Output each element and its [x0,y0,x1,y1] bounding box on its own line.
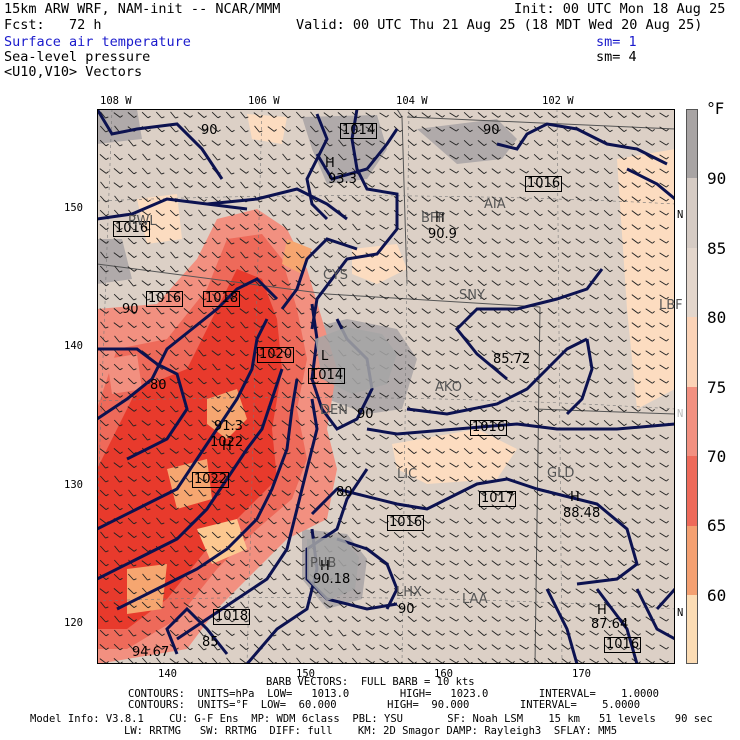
pressure-label: 1022 [192,472,230,488]
y-tick-150: 150 [64,202,83,214]
pressure-label: 1018 [213,609,251,625]
temp-contour-label: 90 [483,123,500,138]
x-tick-150: 150 [296,668,315,680]
model-title: 15km ARW WRF, NAM-init -- NCAR/MMM [4,1,281,17]
temperature-field-65-70 [97,269,282,629]
pressure-label: 1017 [479,491,517,507]
temp-value-label: 85.72 [493,352,531,367]
barb-legend: BARB VECTORS: FULL BARB = 10 kts [266,676,475,688]
weather-map [97,109,675,664]
colorbar-label: 60 [707,586,727,605]
lon-label-106w: 106 W [248,95,280,107]
station-label: LIC [397,467,418,482]
lon-label-104w: 104 W [396,95,428,107]
high-marker: H [325,156,335,171]
pressure-label: 1020 [257,347,295,363]
colorbar-label: 80 [707,308,727,327]
high-marker: H [222,439,232,454]
pressure-label: 1022 [210,435,244,450]
y-tick-120: 120 [64,617,83,629]
contour-info-temperature: CONTOURS: UNITS=°F LOW= 60.000 HIGH= 90.… [128,699,641,711]
pressure-label: 1014 [308,368,346,384]
station-label: LBF [659,298,683,313]
temp-contour-label: 80 [150,378,167,393]
station-label: CYS [323,268,349,283]
temp-contour-label: 90 [398,602,415,617]
smoothing-temperature: sm= 1 [596,34,637,50]
temp-value-label: 91.3 [214,419,243,434]
lon-label-102w: 102 W [542,95,574,107]
pressure-label: 1016 [470,420,508,436]
model-info-line2: LW: RRTMG SW: RRTMG DIFF: full KM: 2D Sm… [124,725,618,737]
high-marker: H [435,211,445,226]
temp-value-label: 88.48 [563,506,601,521]
pressure-label: 1016 [525,176,563,192]
map-frame [97,109,675,664]
field-vectors: <U10,V10> Vectors [4,64,143,80]
station-label: PUB [310,556,337,571]
pressure-label: 1018 [203,291,241,307]
station-label: LHX [396,585,422,600]
x-tick-170: 170 [572,668,591,680]
high-marker: H [597,603,607,618]
contour-info-pressure: CONTOURS: UNITS=hPa LOW= 1013.0 HIGH= 10… [128,688,660,700]
temp-value-label: 94.67 [132,645,170,660]
forecast-hour: Fcst: 72 h [4,17,102,33]
x-tick-140: 140 [158,668,177,680]
station-label: BFF [421,211,445,226]
pressure-label: 1016 [113,221,151,237]
pressure-label: 1016 [604,637,642,653]
x-tick-160: 160 [434,668,453,680]
colorbar-label: 70 [707,447,727,466]
temp-contour-label: 85 [202,635,219,650]
station-label: RWL [128,214,157,229]
pressure-label: 1016 [387,515,425,531]
station-label: DEN [320,403,348,418]
temp-value-label: 87.64 [591,617,629,632]
valid-time: Valid: 00 UTC Thu 21 Aug 25 (18 MDT Wed … [296,17,703,33]
y-tick-140: 140 [64,340,83,352]
colorbar-unit: °F [707,99,725,118]
pressure-label: 1016 [146,291,184,307]
pressure-label: 1014 [340,123,378,139]
high-marker: H [570,490,580,505]
lon-label-108w: 108 W [100,95,132,107]
temp-value-label: 93.3 [328,172,357,187]
field-pressure: Sea-level pressure [4,49,151,65]
field-temperature: Surface air temperature [4,34,191,50]
y-tick-130: 130 [64,479,83,491]
colorbar-label: 65 [707,516,727,535]
model-info-line1: Model Info: V3.8.1 CU: G-F Ens MP: WDM 6… [30,713,713,725]
high-marker: H [320,559,330,574]
temp-contour-label: 90 [122,302,139,317]
temp-contour-label: 90 [201,123,218,138]
smoothing-pressure: sm= 4 [596,49,637,65]
colorbar-label: 90 [707,169,727,188]
temp-contour-label: 80 [336,485,353,500]
temp-contour-label: 90 [357,407,374,422]
station-label: SNY [459,288,485,303]
station-label: GLD [547,466,575,481]
station-label: AIA [484,197,506,212]
temperature-colorbar [686,109,698,664]
colorbar-label: 75 [707,378,727,397]
colorbar-label: 85 [707,239,727,258]
low-marker: L [321,349,329,364]
temp-value-label: 90.18 [313,572,351,587]
init-time: Init: 00 UTC Mon 18 Aug 25 [514,1,726,17]
station-label: AKO [435,380,462,395]
station-label: LAA [462,592,488,607]
temp-value-label: 90.9 [428,227,457,242]
